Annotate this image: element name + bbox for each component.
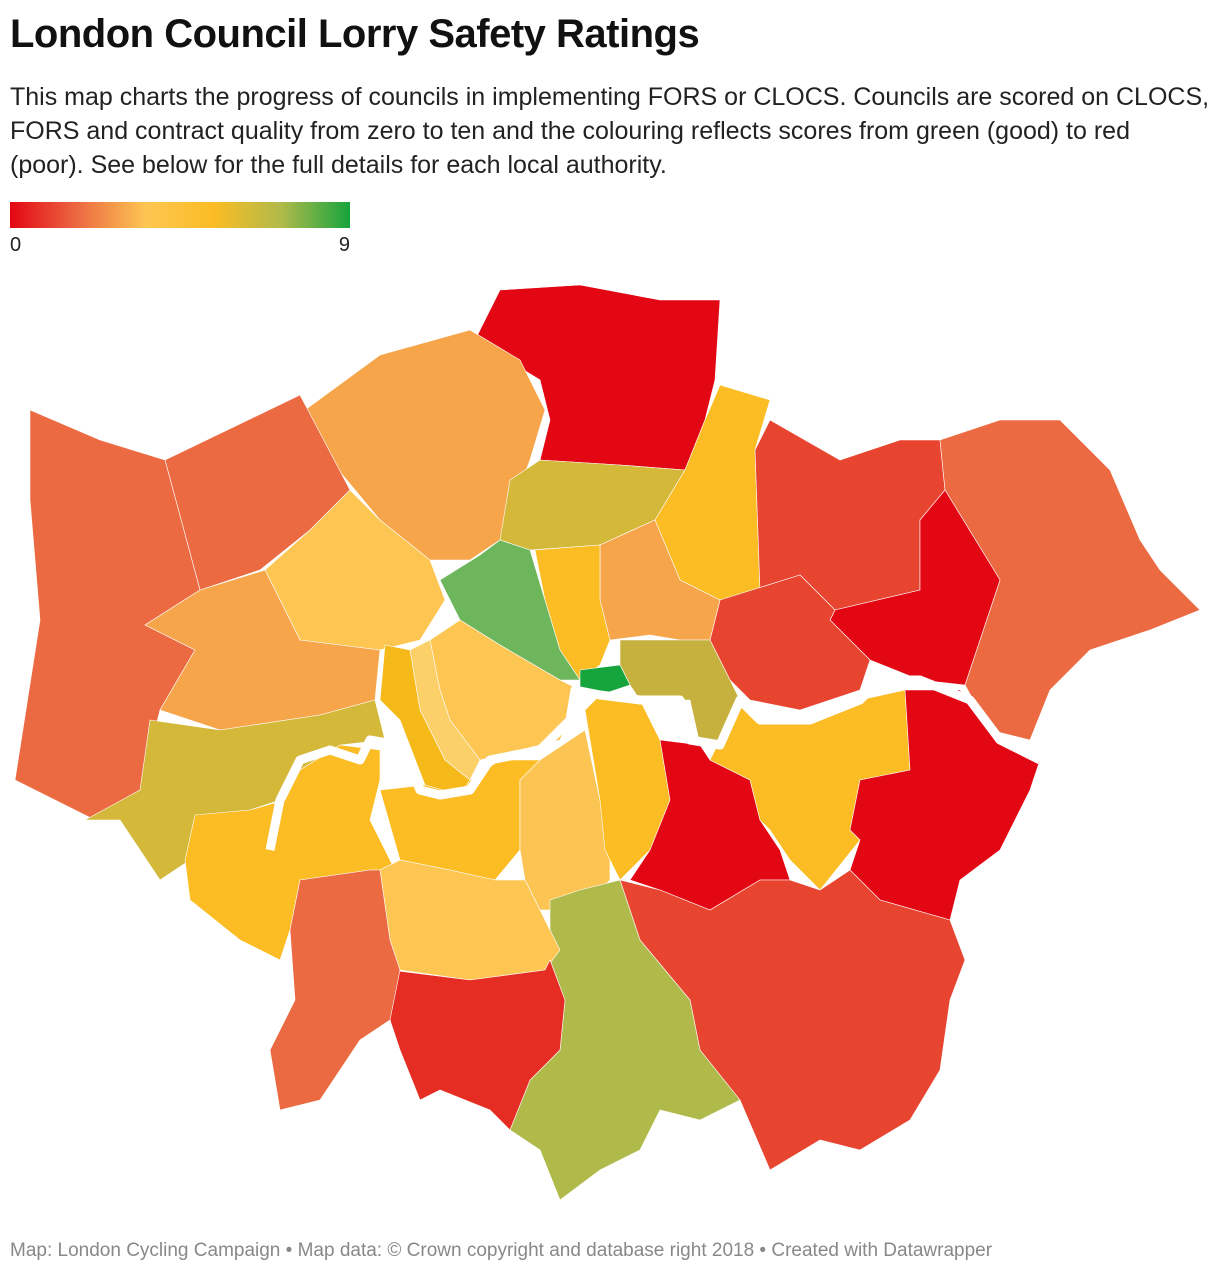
borough	[269, 869, 401, 1111]
footer: Map: London Cycling Campaign • Map data:…	[10, 1240, 993, 1261]
description: This map charts the progress of councils…	[10, 83, 1210, 179]
legend-bar	[10, 202, 350, 228]
legend-tick-label: 9	[339, 234, 350, 256]
legend-tick-label: 0	[10, 234, 21, 256]
title: London Council Lorry Safety Ratings	[10, 12, 700, 56]
borough	[389, 959, 566, 1131]
river-thames	[265, 675, 1043, 851]
boroughs	[14, 284, 1201, 1201]
